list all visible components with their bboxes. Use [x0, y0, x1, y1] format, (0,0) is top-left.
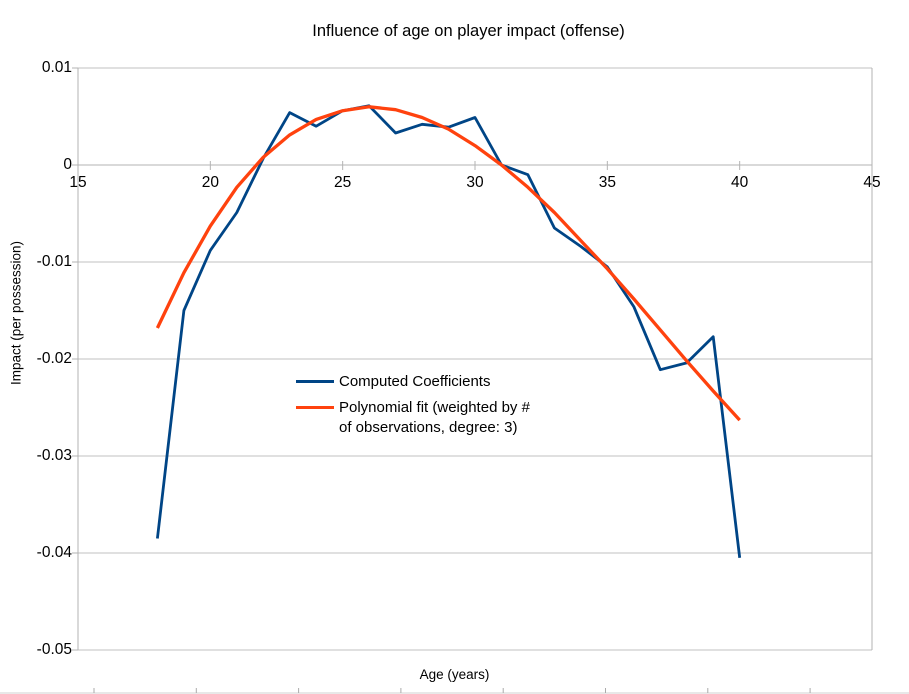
- legend-item-computed-coefficients: Computed Coefficients: [296, 372, 544, 392]
- x-tick-label: 25: [334, 174, 352, 191]
- y-tick-label: -0.03: [36, 447, 72, 464]
- x-tick-label: 30: [466, 174, 484, 191]
- y-tick-label: -0.01: [36, 253, 72, 270]
- series2-color-swatch: [296, 406, 334, 409]
- polynomial-fit-line: [155, 105, 741, 422]
- legend: Computed Coefficients Polynomial fit (we…: [296, 372, 544, 444]
- x-tick-label: 15: [69, 174, 87, 191]
- x-tick-label: 45: [863, 174, 881, 191]
- gridlines: [78, 67, 872, 651]
- chart-title: Influence of age on player impact (offen…: [312, 22, 625, 40]
- y-axis-title: Impact (per possession): [8, 240, 24, 386]
- axes: [72, 67, 873, 651]
- y-tick-label: -0.04: [36, 544, 72, 561]
- bottom-partial-axis: [0, 688, 909, 694]
- y-tick-label: 0.01: [41, 59, 72, 76]
- y-tick-label: -0.05: [36, 641, 72, 658]
- x-axis-title: Age (years): [419, 667, 490, 682]
- computed-coefficients-line: [156, 104, 742, 558]
- data-series: [155, 104, 742, 558]
- x-tick-label: 40: [731, 174, 749, 191]
- legend-label: Polynomial fit (weighted by # of observa…: [339, 399, 530, 436]
- series1-color-swatch: [296, 380, 334, 383]
- legend-item-polynomial-fit: Polynomial fit (weighted by # of observa…: [296, 398, 544, 438]
- x-tick-label: 35: [598, 174, 616, 191]
- y-tick-label: 0: [63, 156, 72, 173]
- legend-label: Computed Coefficients: [339, 373, 491, 390]
- y-tick-label: -0.02: [36, 350, 72, 367]
- x-tick-label: 20: [201, 174, 219, 191]
